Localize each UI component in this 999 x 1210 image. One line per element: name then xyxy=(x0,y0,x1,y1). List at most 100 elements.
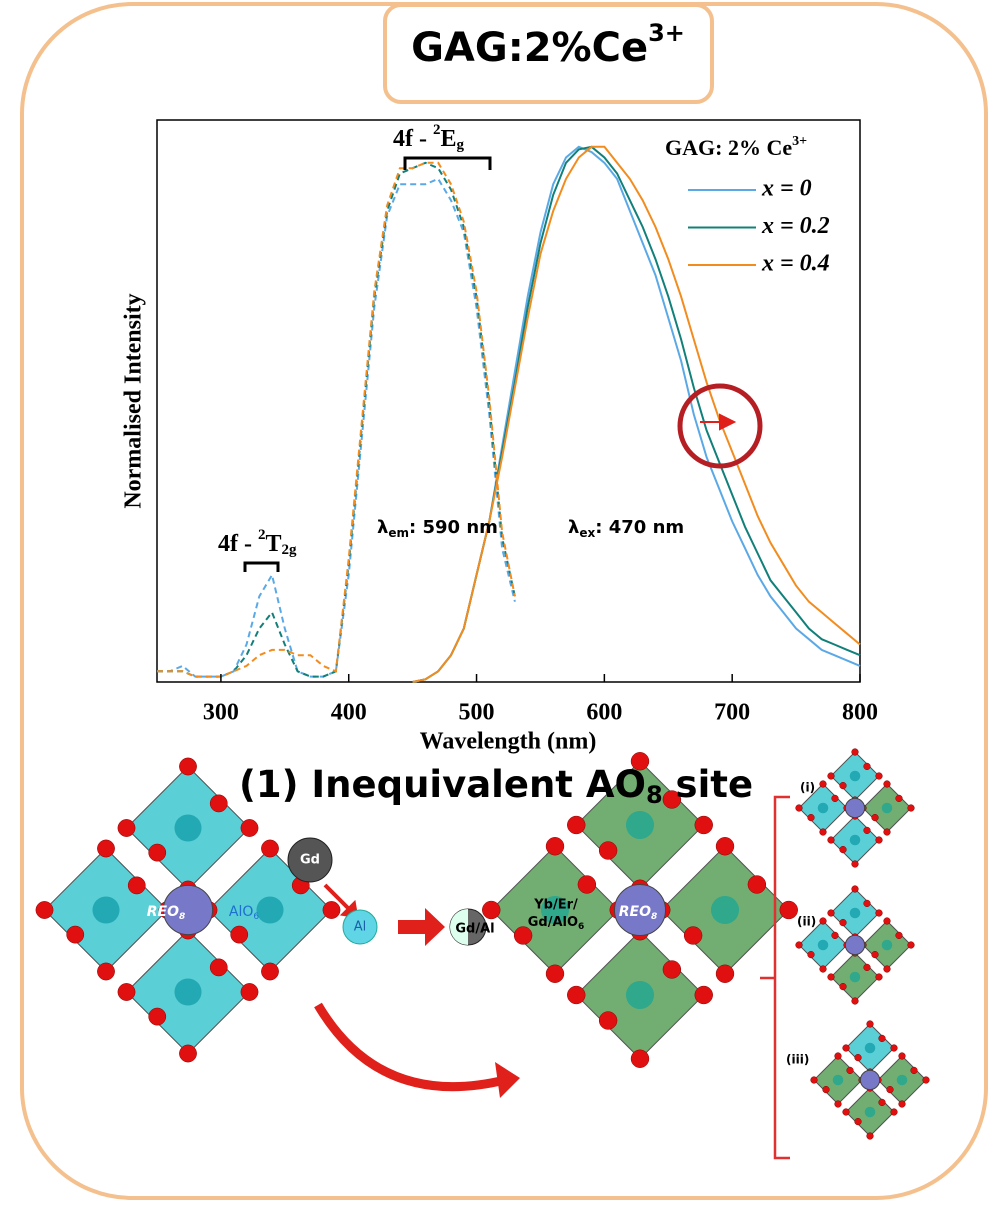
oxygen-atom xyxy=(851,997,859,1005)
x-tick-label: 300 xyxy=(203,700,239,726)
atom-label: Al xyxy=(354,920,367,935)
atom-label: Gd/Al xyxy=(455,922,494,937)
arrow-head xyxy=(495,1062,520,1098)
oxygen-atom xyxy=(842,1108,850,1116)
oxygen-atom xyxy=(819,965,827,973)
oxygen-atom xyxy=(261,962,279,981)
metal-atom xyxy=(174,978,202,1006)
structure-label: REO8 xyxy=(619,904,658,922)
center-atom xyxy=(859,1069,881,1091)
text-part: 3+ xyxy=(792,134,807,149)
curved-arrow xyxy=(314,1002,507,1092)
x-tick-label: 400 xyxy=(331,700,367,726)
oxygen-atom xyxy=(834,1052,842,1060)
oxygen-atom xyxy=(209,794,228,813)
oxygen-atom xyxy=(795,941,803,949)
oxygen-atom xyxy=(694,985,713,1005)
oxygen-atom xyxy=(822,1085,830,1094)
text-part: REO xyxy=(147,904,179,920)
emission-line xyxy=(412,145,861,683)
oxygen-atom xyxy=(878,1098,886,1107)
metal-atom xyxy=(817,802,829,814)
gd-atom xyxy=(287,837,333,883)
text-part: 2 xyxy=(258,527,266,543)
metal-atom xyxy=(625,980,655,1010)
oxygen-atom xyxy=(866,1020,874,1028)
text-part: (1) Inequivalent AO xyxy=(239,763,646,806)
metal-atom xyxy=(849,834,861,846)
oxygen-atom xyxy=(630,752,650,771)
metal-atom xyxy=(710,895,740,925)
bracket xyxy=(243,561,280,572)
oxygen-atom xyxy=(747,875,767,894)
oxygen-atom xyxy=(117,819,136,837)
text-part: λ xyxy=(377,517,388,538)
oxygen-atom xyxy=(890,1044,898,1052)
x-tick-label: 600 xyxy=(586,700,622,726)
highlight-circle xyxy=(677,383,763,469)
oxygen-atom xyxy=(839,781,847,790)
metal-atom xyxy=(849,971,861,983)
al-atom xyxy=(342,909,378,945)
oxygen-atom xyxy=(715,837,735,856)
center-atom xyxy=(844,797,866,819)
oxygen-atom xyxy=(910,1066,918,1075)
metal-atom xyxy=(896,1074,908,1086)
text-part: 6 xyxy=(578,922,584,932)
plot-frame xyxy=(156,119,861,683)
oxygen-atom xyxy=(883,828,891,836)
oxygen-atom xyxy=(694,815,713,835)
oxygen-atom xyxy=(875,772,883,780)
oxygen-atom xyxy=(683,926,703,945)
oxygen-atom xyxy=(851,860,859,868)
x-axis-label: Wavelength (nm) xyxy=(420,729,597,755)
metal-atom xyxy=(849,907,861,919)
oxygen-atom xyxy=(117,983,136,1001)
oxygen-atom xyxy=(795,804,803,812)
text-part: em xyxy=(388,526,409,540)
oxygen-atom xyxy=(322,901,341,919)
oxygen-atom xyxy=(819,917,827,925)
oxygen-atom xyxy=(819,780,827,788)
metal-atom xyxy=(864,1042,876,1054)
text-part: 4f - xyxy=(393,126,433,152)
diagram: Gd Al Gd/Al Yb/Er/ (i) (ii) (iii) xyxy=(35,748,930,1160)
oxygen-atom xyxy=(827,909,835,917)
metal-atom xyxy=(817,939,829,951)
text-part: 6 xyxy=(253,912,259,922)
oxygen-atom xyxy=(97,839,115,858)
oxygen-atom xyxy=(179,1044,197,1063)
oxygen-atom xyxy=(883,780,891,788)
text-part: ex xyxy=(579,526,595,540)
oxygen-atom xyxy=(886,1085,894,1094)
oxygen-atom xyxy=(482,900,501,920)
oxygen-atom xyxy=(807,950,815,959)
oxygen-atom xyxy=(179,757,197,776)
oxygen-atom xyxy=(854,1053,862,1062)
oxygen-atom xyxy=(907,941,915,949)
title: GAG:2%Ce3+ xyxy=(411,19,685,71)
text-part: T xyxy=(265,531,281,557)
legend-label: x = 0.2 xyxy=(761,213,830,239)
oxygen-atom xyxy=(577,875,597,894)
bracket xyxy=(760,795,790,1160)
metal-atom xyxy=(864,1106,876,1118)
oxygen-atom xyxy=(883,965,891,973)
oxygen-atom xyxy=(875,973,883,981)
center-atom xyxy=(614,884,666,936)
arrow xyxy=(398,908,445,946)
heading: (1) Inequivalent AO8 site xyxy=(239,763,753,810)
oxygen-atom xyxy=(807,813,815,822)
legend-label: x = 0.4 xyxy=(761,251,830,277)
oxygen-atom xyxy=(866,1132,874,1140)
oxygen-atom xyxy=(567,985,586,1005)
legend-title: GAG: 2% Ce3+ xyxy=(665,134,807,160)
structure-label: Yb/Er/ xyxy=(533,898,578,913)
oxygen-atom xyxy=(230,925,249,944)
oxygen-atom xyxy=(846,1066,854,1075)
oxygen-atom xyxy=(871,950,879,959)
variant-label: (ii) xyxy=(797,915,816,929)
oxygen-atom xyxy=(127,876,146,895)
oxygen-atom xyxy=(863,826,871,835)
